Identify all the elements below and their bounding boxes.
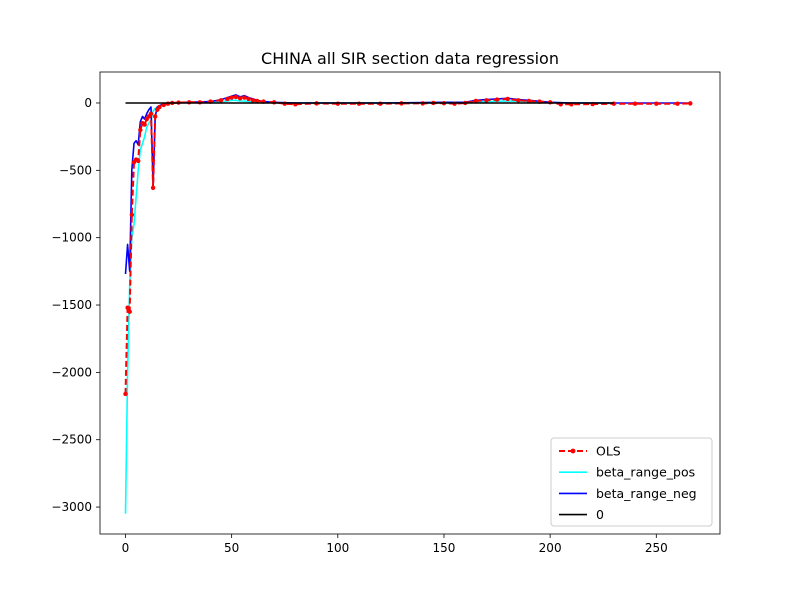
series-point-ols [127,309,132,314]
series-point-ols [142,122,147,127]
series-point-ols [250,98,256,103]
legend: OLS beta_range_pos beta_range_neg 0 [550,437,713,527]
y-tick-label: 0 [84,96,92,110]
series-point-ols [675,101,680,106]
legend-box [550,437,713,527]
series-point-ols [654,101,659,106]
series-point-ols [254,98,260,104]
y-tick-label: −1500 [51,298,92,312]
series-point-ols [123,391,128,397]
series-point-ols [136,158,141,164]
series-point-ols [246,96,251,102]
series-point-ols [494,97,500,102]
series-point-ols [157,104,162,110]
y-tick-label: −500 [59,163,92,177]
legend-marker-ols [570,448,576,454]
series-lines [123,94,693,514]
series-point-ols [125,305,130,310]
series-point-ols [242,95,247,100]
x-tick-label: 150 [433,541,456,555]
y-tick-label: −2000 [51,365,92,379]
axes-frame [99,71,721,535]
series-point-ols [129,212,135,217]
x-tick-label: 100 [326,541,349,555]
legend-label-ols: OLS [596,444,621,459]
x-tick-label: 250 [645,541,668,555]
series-point-ols [225,96,230,102]
series-point-ols [161,102,166,108]
x-tick-label: 0 [122,541,130,555]
series-point-ols [505,96,510,102]
plot-area [123,94,693,514]
y-tick-label: −1000 [51,231,92,245]
y-tick-label: −2500 [51,433,92,447]
series-point-ols [153,114,158,119]
series-point-ols [233,94,239,100]
series-point-ols [484,98,489,103]
series-point-ols [148,111,154,116]
series-point-ols [237,96,243,101]
series-point-ols [632,101,638,106]
legend-label-0: 0 [596,507,604,522]
chart-title: CHINA all SIR section data regression [261,49,559,68]
axes: 0 50 100 150 200 250 0 −500 −1000 −1500 −2000 −2500… [51,71,721,555]
legend-label-beta-range-pos: beta_range_pos [596,465,695,480]
series-point-ols [688,101,693,106]
x-tick-label: 50 [224,541,239,555]
y-tick-label: −3000 [51,500,92,514]
legend-label-beta-range-neg: beta_range_neg [596,486,697,501]
series-point-ols [218,98,224,103]
x-tick-label: 200 [539,541,562,555]
series-point-ols [150,185,156,191]
series-point-ols [473,98,479,104]
series-point-ols [516,98,521,103]
series-point-ols [526,98,532,104]
series-point-ols [229,95,234,100]
series-point-ols [138,127,143,133]
